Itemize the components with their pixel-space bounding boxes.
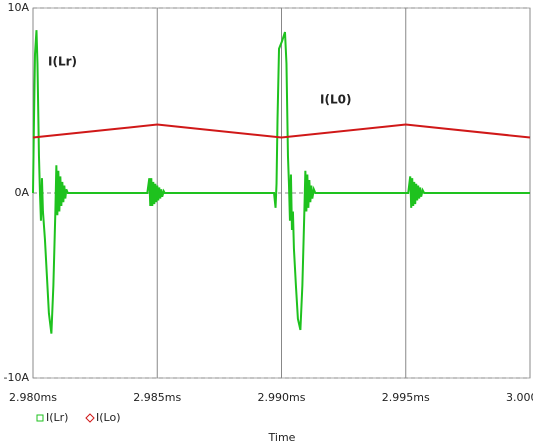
annotation: I(Lr) [48, 55, 77, 69]
legend-marker [85, 413, 95, 423]
y-tick-label: 0A [14, 186, 29, 199]
annotation: I(L0) [320, 93, 351, 107]
x-tick-label: 2.985ms [133, 391, 181, 404]
x-tick-label: 2.990ms [258, 391, 306, 404]
series-line [32, 123, 531, 139]
x-tick-label: 2.980ms [9, 391, 57, 404]
series-line [32, 30, 530, 334]
y-tick-label: -10A [4, 371, 30, 384]
legend-label: I(Lr) [46, 411, 68, 424]
legend-marker [36, 414, 44, 422]
y-tick-label: 10A [7, 1, 29, 14]
x-tick-label: 3.000ms [506, 391, 533, 404]
x-axis-label: Time [268, 431, 296, 444]
x-tick-label: 2.995ms [382, 391, 430, 404]
legend-label: I(Lo) [96, 411, 121, 424]
